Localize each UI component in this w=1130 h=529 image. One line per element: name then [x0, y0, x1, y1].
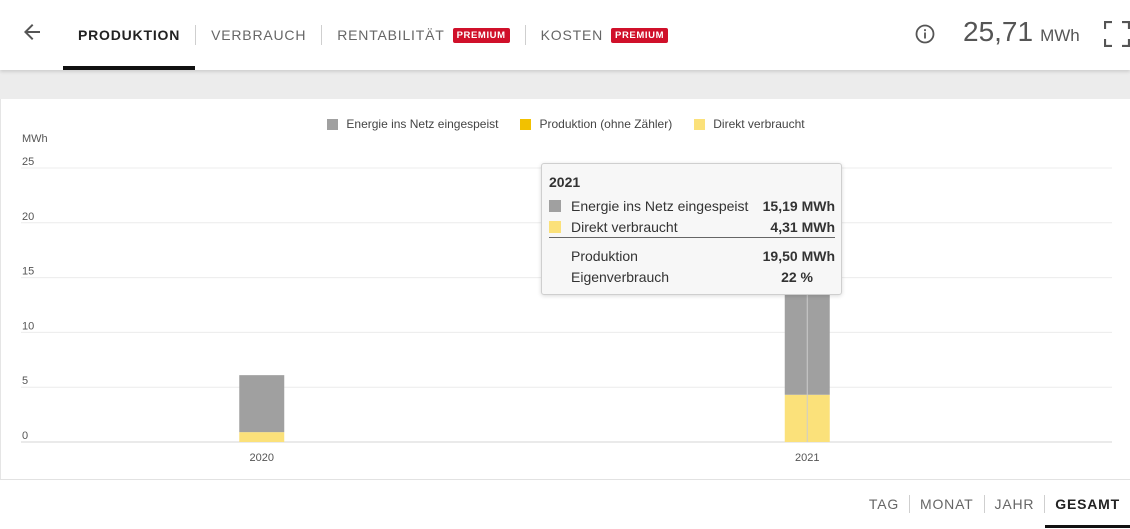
legend-label: Direkt verbraucht	[713, 117, 805, 131]
tooltip-row: Energie ins Netz eingespeist 15,19 MWh	[549, 196, 835, 216]
range-tab-label: JAHR	[994, 496, 1035, 512]
tooltip-label: Produktion	[571, 248, 638, 264]
fullscreen-icon[interactable]	[1103, 20, 1130, 48]
tooltip-value: 19,50 MWh	[762, 248, 835, 264]
legend-swatch	[520, 118, 532, 130]
tooltip-summary-row: Produktion 19,50 MWh	[549, 246, 835, 266]
tooltip-divider	[549, 237, 835, 238]
total-unit: MWh	[1040, 26, 1080, 45]
legend-item-production-no-meter[interactable]: Produktion (ohne Zähler)	[520, 117, 672, 131]
y-axis-unit-label: MWh	[22, 133, 48, 145]
top-header: PRODUKTION VERBRAUCH RENTABILITÄT PREMIU…	[0, 0, 1130, 70]
tooltip-label: Direkt verbraucht	[571, 219, 678, 235]
total-value: 25,71	[963, 16, 1034, 47]
tooltip-row: Direkt verbraucht 4,31 MWh	[549, 217, 835, 237]
legend-swatch	[694, 118, 706, 130]
range-divider	[983, 495, 985, 513]
chart-tooltip: 2021 Energie ins Netz eingespeist 15,19 …	[541, 163, 842, 295]
range-tab-tag[interactable]: TAG	[859, 480, 909, 528]
legend-label: Energie ins Netz eingespeist	[346, 117, 499, 131]
tab-label: PRODUKTION	[78, 27, 181, 43]
tab-rentabilitaet[interactable]: RENTABILITÄT PREMIUM	[322, 0, 524, 70]
tooltip-value: 15,19 MWh	[762, 198, 835, 214]
tooltip-summary-row: Eigenverbrauch 22 %	[549, 267, 835, 287]
legend-item-self-consumed[interactable]: Direkt verbraucht	[694, 117, 805, 131]
range-divider	[909, 495, 911, 513]
tooltip-label: Eigenverbrauch	[571, 269, 670, 285]
time-range-bar: TAG MONAT JAHR GESAMT	[0, 479, 1130, 529]
tooltip-title: 2021	[549, 174, 581, 190]
tab-verbrauch[interactable]: VERBRAUCH	[196, 0, 321, 70]
legend-item-feed-in[interactable]: Energie ins Netz eingespeist	[327, 117, 498, 131]
tab-divider	[195, 25, 197, 45]
tooltip-swatch	[549, 221, 561, 233]
range-tab-gesamt[interactable]: GESAMT	[1045, 480, 1130, 528]
legend-label: Produktion (ohne Zähler)	[539, 117, 673, 131]
tooltip-value: 22 %	[781, 269, 813, 285]
bar-segment	[239, 375, 285, 433]
back-arrow-icon[interactable]	[20, 20, 44, 44]
info-icon[interactable]	[914, 23, 936, 45]
y-tick-label: 25	[22, 156, 34, 168]
range-tab-label: TAG	[868, 496, 900, 512]
range-divider	[1044, 495, 1046, 513]
y-tick-label: 15	[22, 266, 34, 278]
range-tab-label: GESAMT	[1055, 496, 1120, 512]
tab-label: VERBRAUCH	[211, 27, 307, 43]
tooltip-label: Energie ins Netz eingespeist	[571, 198, 749, 214]
legend-swatch	[327, 118, 339, 130]
x-tick-label: 2021	[795, 452, 819, 464]
tab-divider	[524, 25, 526, 45]
chart-legend: Energie ins Netz eingespeist Produktion …	[1, 117, 1130, 131]
tab-label: RENTABILITÄT	[337, 27, 445, 43]
range-tab-monat[interactable]: MONAT	[910, 480, 984, 528]
range-tab-jahr[interactable]: JAHR	[985, 480, 1045, 528]
tooltip-value: 4,31 MWh	[770, 219, 835, 235]
total-production: 25,71 MWh	[963, 16, 1080, 52]
y-tick-label: 10	[22, 320, 34, 332]
y-tick-label: 0	[22, 430, 28, 442]
y-tick-label: 20	[22, 211, 34, 223]
premium-badge: PREMIUM	[452, 27, 510, 43]
time-range-tabs: TAG MONAT JAHR GESAMT	[859, 480, 1130, 528]
premium-badge: PREMIUM	[611, 27, 669, 43]
tab-kosten[interactable]: KOSTEN PREMIUM	[526, 0, 683, 70]
tab-divider	[321, 25, 323, 45]
bar-segment	[239, 432, 285, 442]
tab-bar: PRODUKTION VERBRAUCH RENTABILITÄT PREMIU…	[63, 0, 683, 70]
y-tick-label: 5	[22, 375, 28, 387]
tab-produktion[interactable]: PRODUKTION	[63, 0, 196, 70]
x-tick-label: 2020	[250, 452, 274, 464]
tab-label: KOSTEN	[540, 27, 604, 43]
tooltip-swatch	[549, 200, 561, 212]
range-tab-label: MONAT	[920, 496, 974, 512]
section-spacer	[0, 70, 1130, 99]
